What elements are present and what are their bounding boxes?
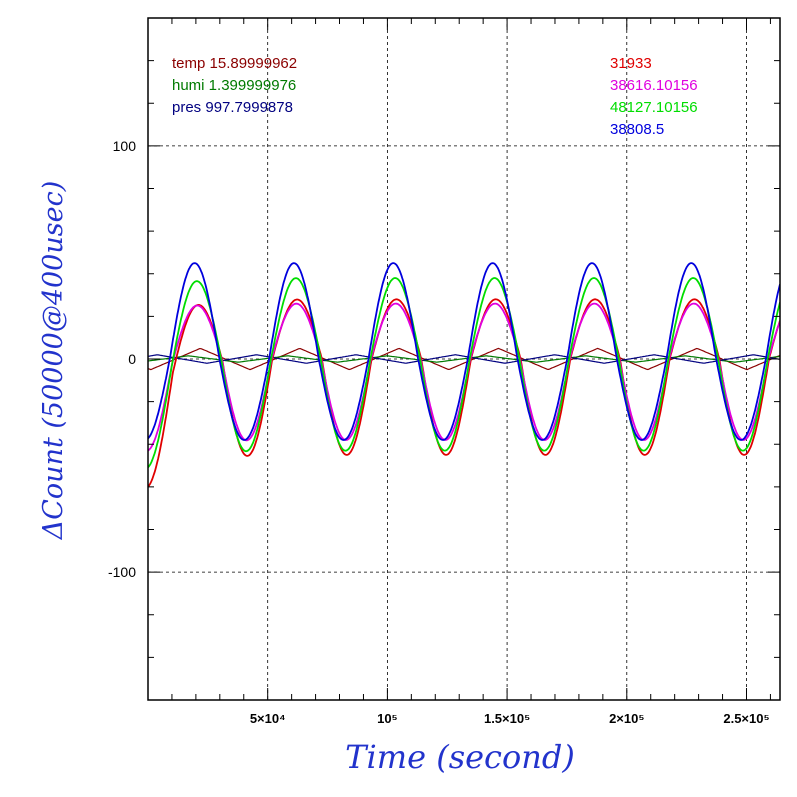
legend-entry: 38616.10156: [610, 77, 698, 94]
legend-entry: 31933: [610, 55, 652, 72]
y-tick-label: 0: [128, 351, 136, 367]
x-axis-label: Time (second): [345, 738, 575, 776]
x-tick-label: 10⁵: [377, 711, 398, 726]
y-tick-label: -100: [108, 564, 136, 580]
tick-labels: 5×10⁴ 10⁵ 1.5×10⁵ 2×10⁵ 2.5×10⁵ 100 0 -100: [108, 138, 770, 726]
legend-entry: temp 15.89999962: [172, 55, 297, 72]
series-line: [148, 354, 780, 364]
legend-entry: 38808.5: [610, 121, 664, 138]
x-tick-label: 2×10⁵: [609, 711, 644, 726]
series-line: [148, 262, 780, 441]
series-line: [148, 277, 780, 469]
series-line: [148, 355, 780, 363]
legend-entry: humi 1.399999976: [172, 77, 296, 94]
y-axis-label: ΔCount (50000@400usec): [38, 181, 69, 540]
legend-entry: 48127.10156: [610, 99, 698, 116]
x-tick-label: 1.5×10⁵: [484, 711, 530, 726]
legend: temp 15.89999962 humi 1.399999976 pres 997…: [172, 55, 698, 138]
y-tick-label: 100: [113, 138, 137, 154]
x-tick-label: 5×10⁴: [250, 711, 286, 726]
series-layer: [148, 262, 780, 488]
legend-entry: pres 997.7999878: [172, 99, 293, 116]
plot-frame: [147, 17, 781, 701]
x-tick-label: 2.5×10⁵: [723, 711, 769, 726]
axis-ticks: [148, 18, 780, 700]
